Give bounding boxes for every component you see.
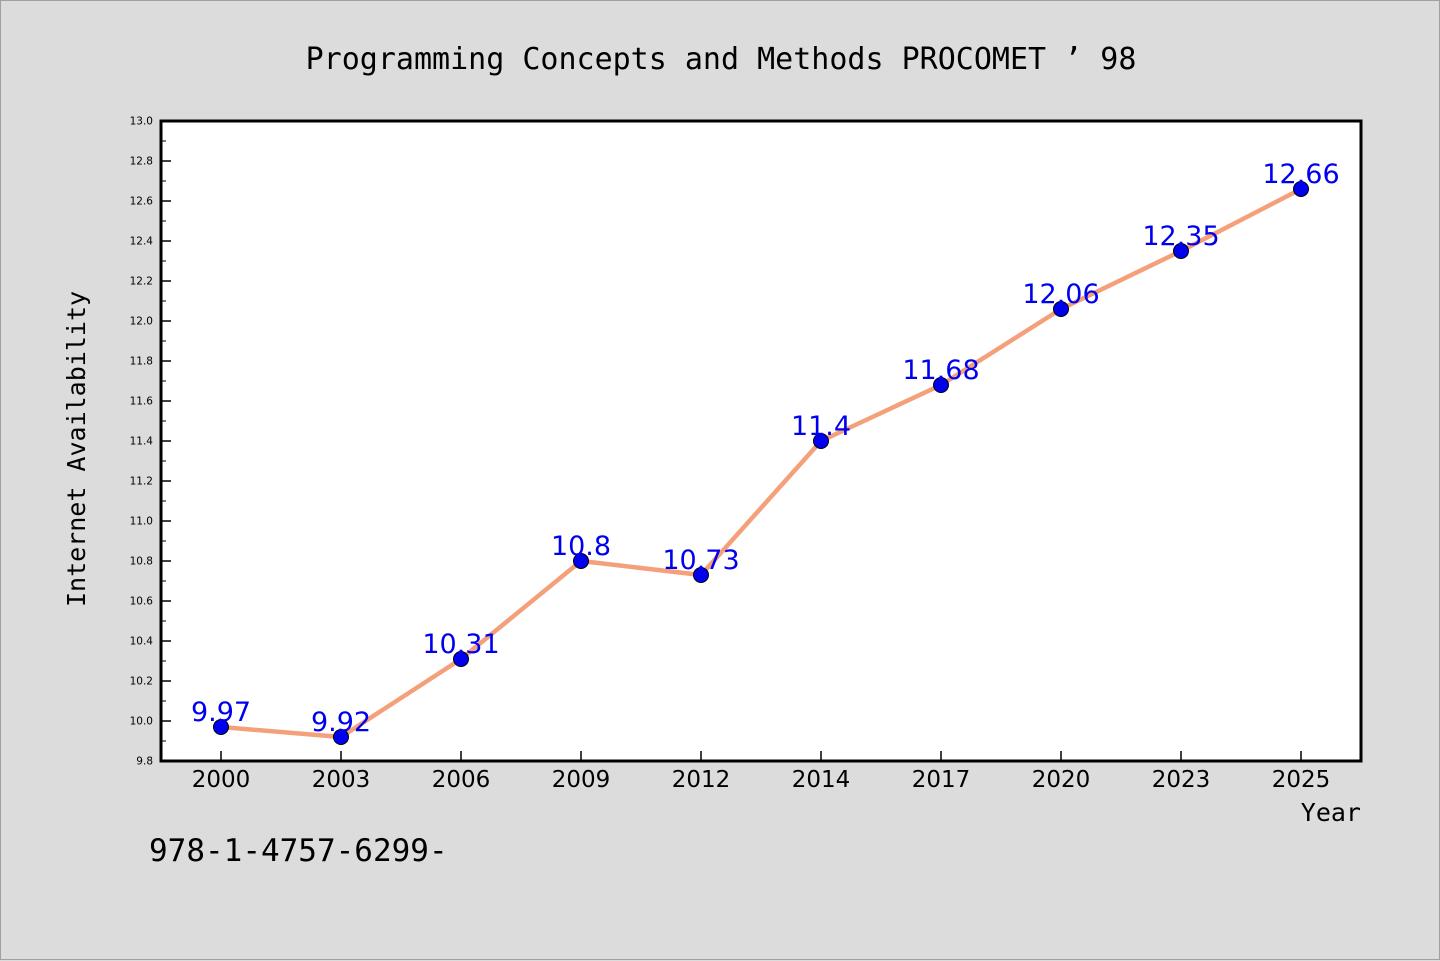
y-tick-label: 11.6 <box>130 396 154 408</box>
y-tick-label: 10.8 <box>130 556 153 568</box>
data-label: 12.66 <box>1262 159 1339 190</box>
y-tick-label: 12.2 <box>130 276 153 288</box>
y-tick-label: 13.0 <box>130 116 153 128</box>
data-point <box>333 729 349 745</box>
y-tick-label: 12.6 <box>130 196 154 208</box>
y-tick-label: 10.4 <box>130 636 154 648</box>
x-tick-label: 2000 <box>192 767 251 793</box>
x-axis-ticks: 2000 2003 2006 2009 2012 2014 2017 2020 2023 2025 <box>192 751 1331 793</box>
data-point <box>933 377 949 393</box>
data-point <box>813 433 829 449</box>
data-label: 11.68 <box>902 355 979 386</box>
x-tick-label: 2012 <box>672 767 731 793</box>
y-tick-label: 11.8 <box>130 356 153 368</box>
chart-title: Programming Concepts and Methods PROCOME… <box>306 42 1137 77</box>
data-label: 12.35 <box>1142 221 1219 252</box>
y-tick-label: 12.4 <box>130 236 154 248</box>
x-axis-label: Year <box>1301 798 1361 827</box>
data-point <box>573 553 589 569</box>
data-label: 11.4 <box>791 411 851 442</box>
y-tick-label: 11.4 <box>130 436 154 448</box>
data-label: 10.73 <box>662 545 739 576</box>
x-tick-label: 2009 <box>552 767 611 793</box>
x-tick-label: 2025 <box>1272 767 1331 793</box>
series-layer: 9.97 9.92 10.31 10.8 10.73 11.4 11.68 12.06 12.3… <box>191 159 1340 745</box>
y-tick-label: 11.0 <box>130 516 153 528</box>
y-tick-label: 12.0 <box>130 316 153 328</box>
data-point <box>453 651 469 667</box>
data-label: 9.97 <box>191 697 251 728</box>
y-axis-ticks: 9.8 10.0 10.2 10.4 10.6 10.8 11.0 11.2 11.4 11.6 1… <box>130 116 171 768</box>
x-tick-label: 2003 <box>312 767 371 793</box>
y-tick-label: 12.8 <box>130 156 153 168</box>
x-tick-label: 2014 <box>792 767 851 793</box>
isbn-footer-text: 978-1-4757-6299- <box>149 833 448 869</box>
x-tick-label: 2017 <box>912 767 971 793</box>
series-line <box>218 186 1304 740</box>
x-tick-label: 2006 <box>432 767 491 793</box>
data-point <box>1053 301 1069 317</box>
x-tick-label: 2023 <box>1152 767 1211 793</box>
data-point <box>213 719 229 735</box>
y-tick-label: 10.6 <box>130 596 154 608</box>
y-tick-label: 11.2 <box>130 476 153 488</box>
data-label: 9.92 <box>311 707 371 738</box>
x-tick-label: 2020 <box>1032 767 1091 793</box>
y-tick-label: 9.8 <box>136 756 153 768</box>
data-label: 12.06 <box>1022 279 1099 310</box>
data-point <box>1293 181 1309 197</box>
data-point <box>693 567 709 583</box>
data-point <box>1173 243 1189 259</box>
y-tick-label: 10.0 <box>130 716 153 728</box>
y-axis-label: Internet Availability <box>62 291 91 607</box>
plot-area <box>159 119 1363 763</box>
data-label: 10.31 <box>422 629 499 660</box>
data-label: 10.8 <box>551 531 611 562</box>
y-tick-label: 10.2 <box>130 676 153 688</box>
